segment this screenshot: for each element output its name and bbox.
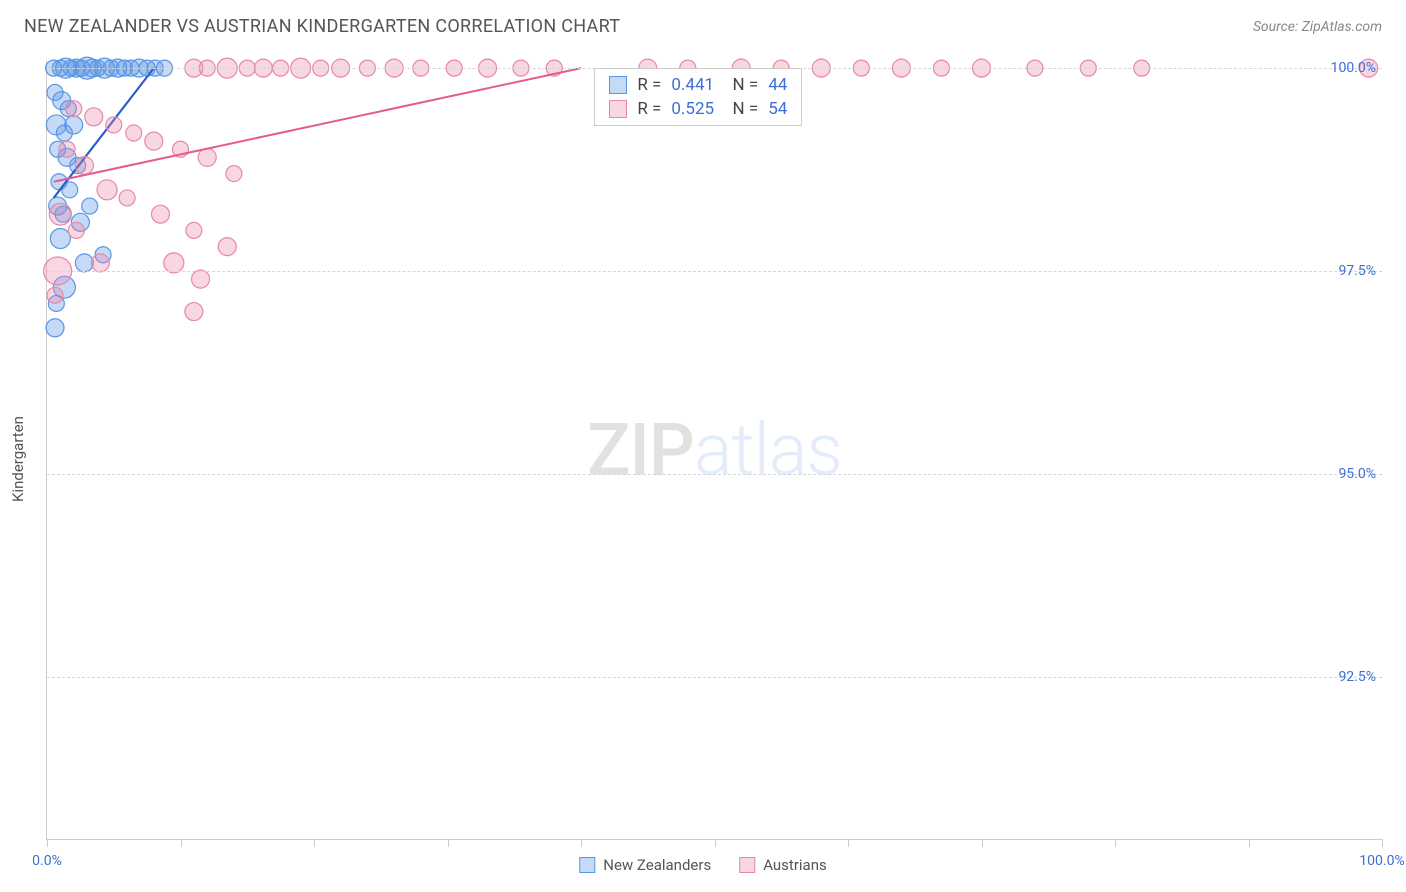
data-point — [192, 270, 210, 288]
stat-r-value: 0.525 — [671, 99, 714, 119]
legend-item-new-zealanders: New Zealanders — [579, 856, 711, 874]
data-point — [66, 101, 82, 117]
data-point — [46, 319, 64, 337]
data-point — [75, 156, 93, 174]
source-attribution: Source: ZipAtlas.com — [1253, 19, 1382, 35]
legend-label: Austrians — [763, 856, 827, 874]
x-tick-label-right: 100.0% — [1359, 853, 1404, 869]
data-point — [164, 253, 184, 273]
data-point — [75, 254, 93, 272]
x-tick — [314, 839, 315, 847]
stat-row: R = 0.525 N = 54 — [609, 97, 787, 121]
stat-r-label: R = — [637, 75, 661, 95]
data-point — [126, 125, 142, 141]
y-tick-label: 97.5% — [1338, 263, 1376, 279]
y-tick-label: 100.0% — [1331, 60, 1376, 76]
data-point — [50, 229, 70, 249]
correlation-stat-box: R = 0.441 N = 44R = 0.525 N = 54 — [594, 68, 802, 126]
data-point — [59, 141, 75, 157]
data-point — [218, 238, 236, 256]
x-tick — [982, 839, 983, 847]
data-point — [198, 148, 216, 166]
data-point — [97, 180, 117, 200]
data-point — [49, 203, 71, 225]
x-tick-label-left: 0.0% — [32, 853, 62, 869]
data-point — [185, 303, 203, 321]
x-tick — [848, 839, 849, 847]
stat-row: R = 0.441 N = 44 — [609, 73, 787, 97]
x-tick — [181, 839, 182, 847]
plot-svg — [47, 60, 1382, 839]
data-point — [65, 116, 83, 134]
bottom-legend: New Zealanders Austrians — [579, 856, 826, 874]
stat-n-label: N = — [724, 99, 758, 119]
swatch-icon — [609, 100, 627, 118]
legend-item-austrians: Austrians — [739, 856, 827, 874]
x-tick — [448, 839, 449, 847]
chart-title: NEW ZEALANDER VS AUSTRIAN KINDERGARTEN C… — [24, 16, 620, 37]
plot-region: ZIPatlas 92.5%95.0%97.5%100.0%0.0%100.0%… — [46, 60, 1382, 840]
y-axis-label: Kindergarten — [9, 416, 27, 502]
data-point — [145, 132, 163, 150]
legend-label: New Zealanders — [603, 856, 711, 874]
y-tick-label: 92.5% — [1338, 669, 1376, 685]
data-point — [85, 108, 103, 126]
data-point — [106, 117, 122, 133]
x-tick — [47, 839, 48, 847]
gridline — [47, 677, 1382, 678]
gridline — [47, 474, 1382, 475]
stat-n-value: 54 — [768, 99, 787, 119]
x-tick — [1115, 839, 1116, 847]
data-point — [82, 198, 98, 214]
data-point — [226, 166, 242, 182]
data-point — [91, 254, 109, 272]
stat-n-value: 44 — [768, 75, 787, 95]
x-tick — [581, 839, 582, 847]
swatch-icon — [739, 857, 755, 873]
chart-area: Kindergarten ZIPatlas 92.5%95.0%97.5%100… — [46, 60, 1382, 840]
data-point — [151, 205, 169, 223]
swatch-icon — [579, 857, 595, 873]
gridline — [47, 271, 1382, 272]
x-tick — [1382, 839, 1383, 847]
y-tick-label: 95.0% — [1338, 466, 1376, 482]
data-point — [186, 222, 202, 238]
data-point — [47, 287, 63, 303]
data-point — [68, 222, 84, 238]
swatch-icon — [609, 76, 627, 94]
stat-n-label: N = — [724, 75, 758, 95]
data-point — [119, 190, 135, 206]
stat-r-label: R = — [637, 99, 661, 119]
x-tick — [715, 839, 716, 847]
x-tick — [1249, 839, 1250, 847]
stat-r-value: 0.441 — [671, 75, 714, 95]
